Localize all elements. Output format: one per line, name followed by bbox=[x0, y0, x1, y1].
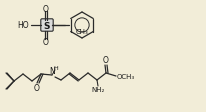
Text: S: S bbox=[44, 22, 50, 31]
FancyBboxPatch shape bbox=[41, 20, 53, 32]
Text: O: O bbox=[43, 38, 49, 47]
Text: O: O bbox=[103, 56, 109, 65]
Text: O: O bbox=[43, 4, 49, 13]
Text: OCH₃: OCH₃ bbox=[117, 73, 135, 79]
Text: CH₃: CH₃ bbox=[76, 29, 88, 35]
Text: N: N bbox=[49, 67, 55, 76]
Text: HO: HO bbox=[17, 21, 29, 30]
Text: NH₂: NH₂ bbox=[91, 86, 105, 92]
Text: O: O bbox=[34, 84, 40, 93]
Text: H: H bbox=[54, 66, 58, 71]
